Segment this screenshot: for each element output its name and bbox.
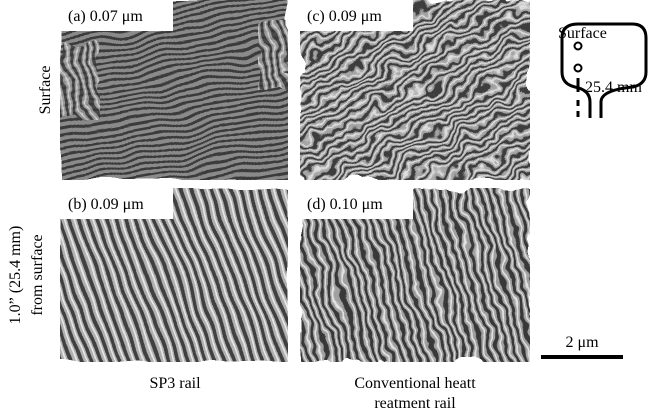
scale-bar-label: 2 μm — [565, 334, 599, 351]
column-label: SP3 rail — [149, 375, 201, 392]
micrograph-c: (c) 0.09 μm — [300, 0, 530, 180]
rail-diagram: Surface 25.4 mm — [558, 22, 648, 118]
diagram-label: 25.4 mm — [585, 79, 642, 96]
panel-label: (b) 0.09 μm — [68, 196, 144, 213]
panel-label: (d) 0.10 μm — [307, 196, 383, 213]
panel-label: (a) 0.07 μm — [68, 8, 143, 25]
micrograph-a: (a) 0.07 μm — [60, 0, 288, 180]
micrograph-d: (d) 0.10 μm — [300, 188, 530, 362]
scale-bar: 2 μm — [541, 334, 623, 359]
column-label: reatment rail — [374, 395, 456, 412]
column-label: Conventional heatt — [354, 375, 476, 392]
row-label: 1.0” (25.4 mm) — [7, 226, 24, 325]
row-label: Surface — [37, 66, 54, 115]
panel-label: (c) 0.09 μm — [307, 8, 382, 25]
row-label: from surface — [29, 234, 46, 315]
diagram-label: Surface — [558, 25, 607, 42]
micrograph-b: (b) 0.09 μm — [60, 188, 288, 362]
